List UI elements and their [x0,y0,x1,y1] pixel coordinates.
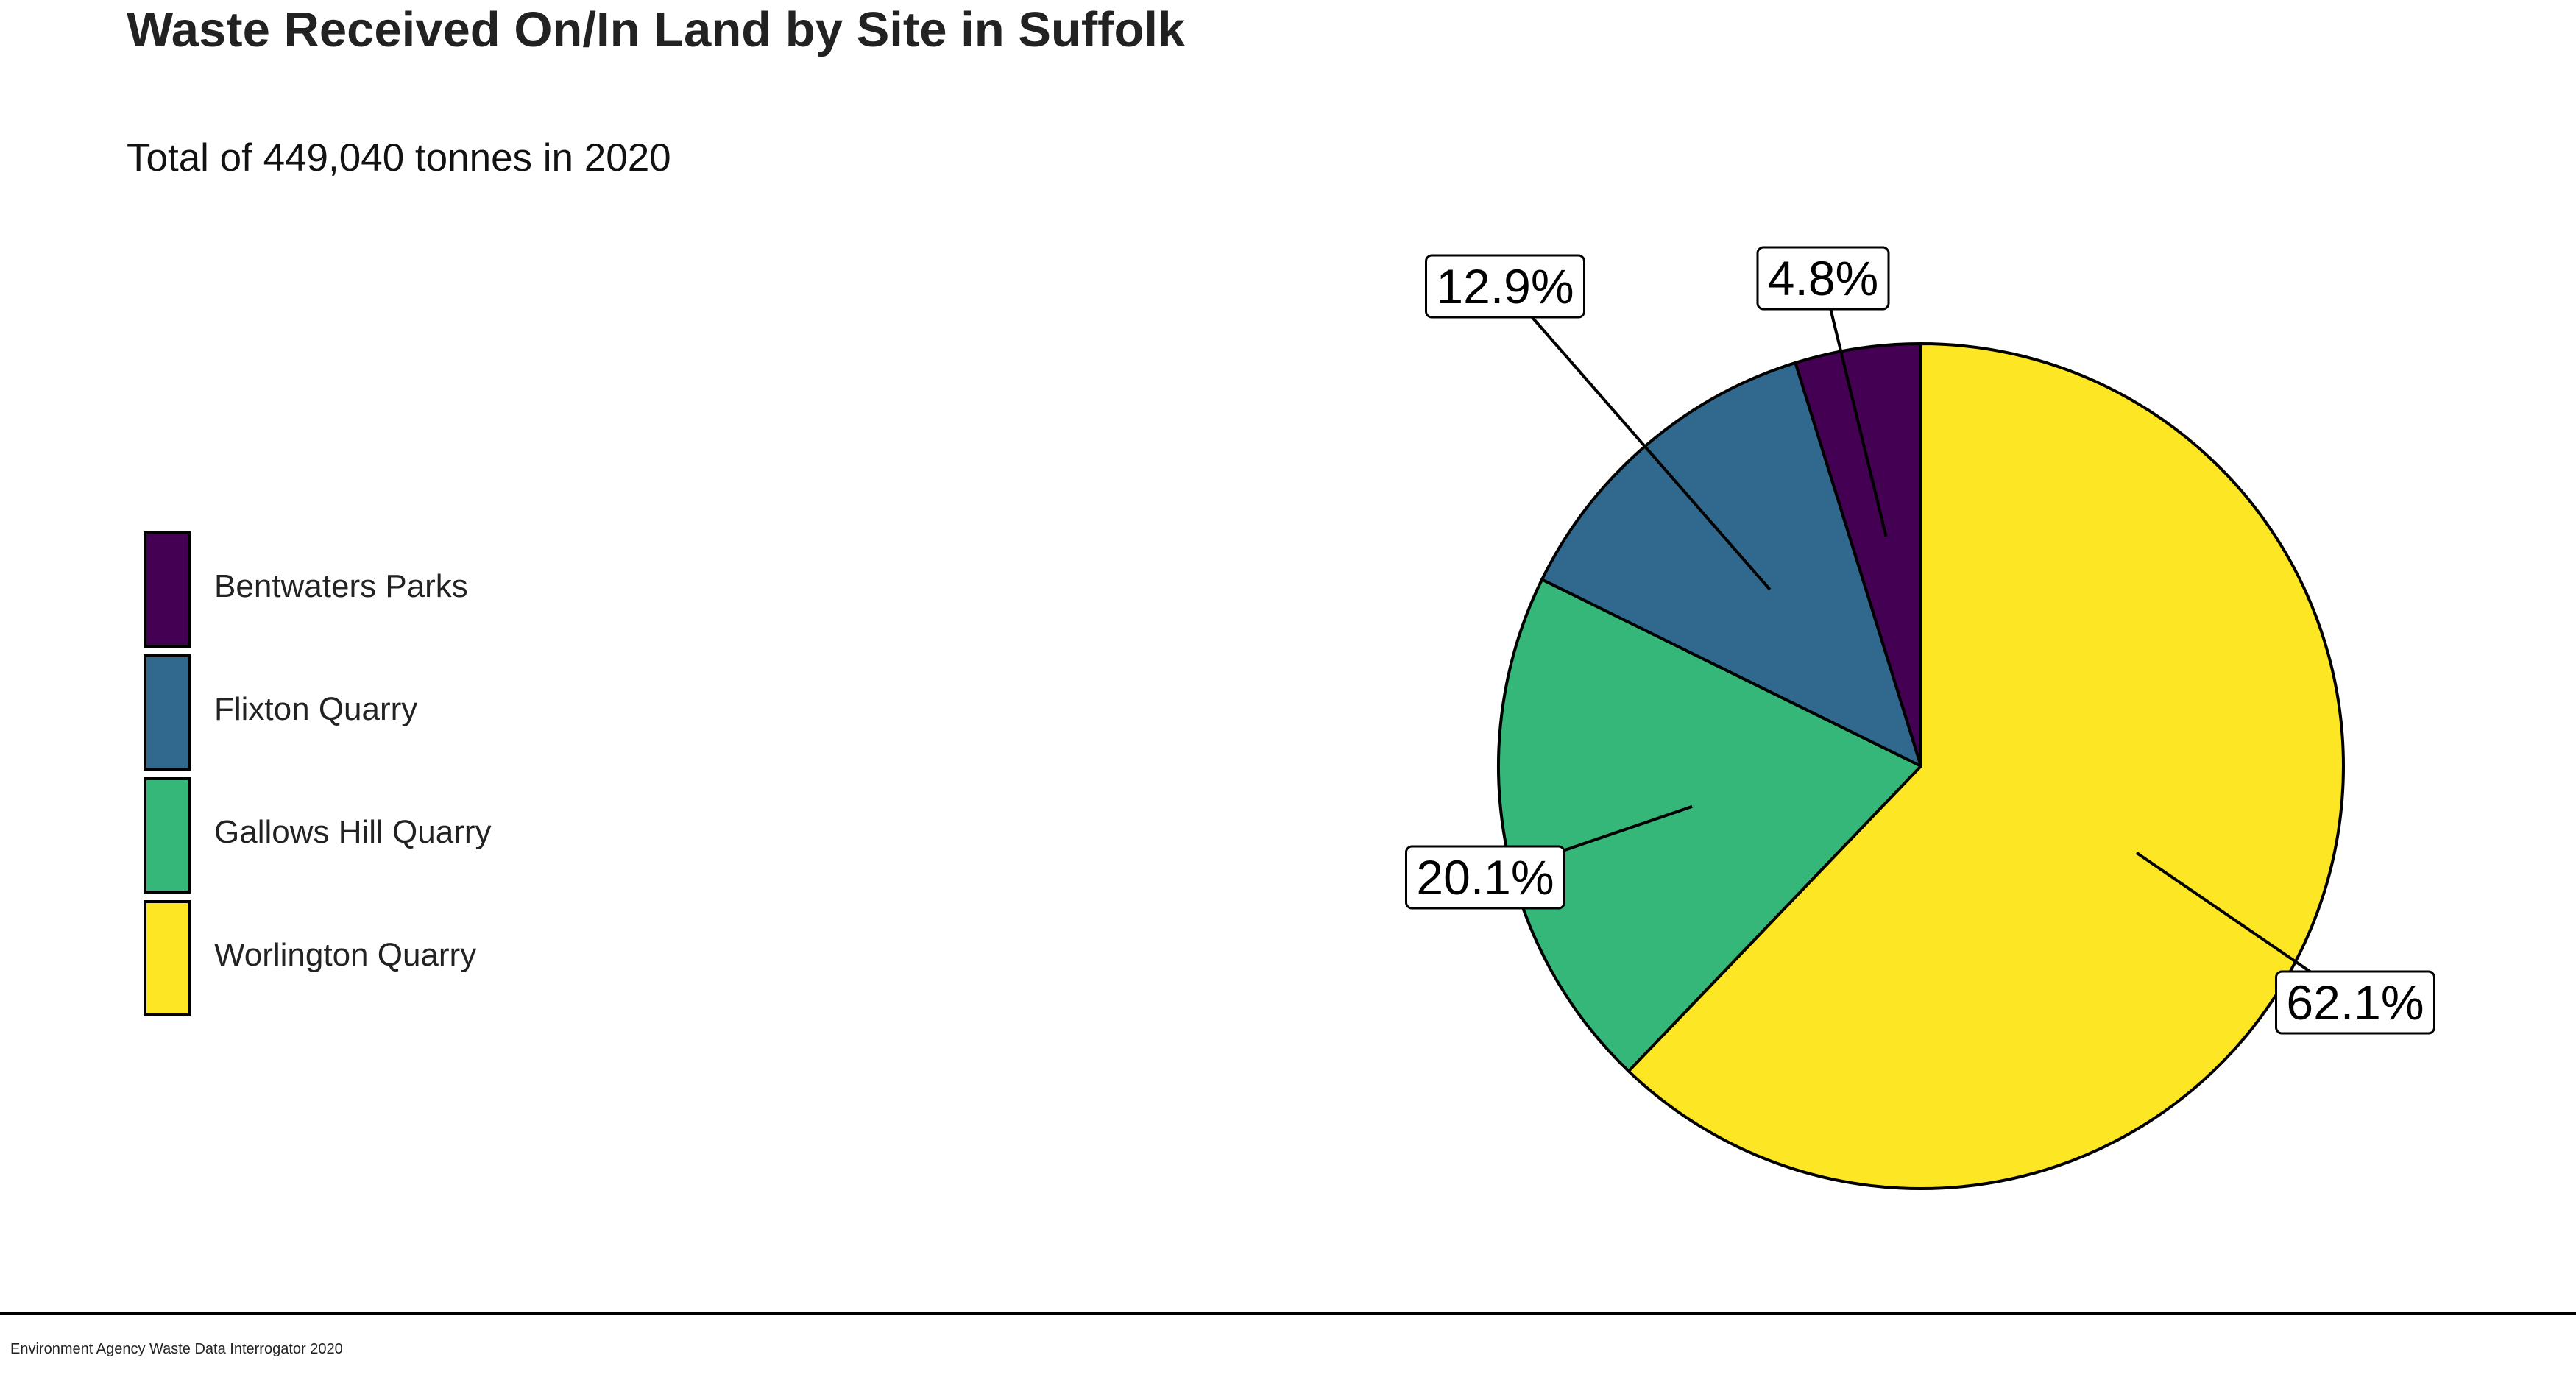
slice-label: 20.1% [1405,845,1565,910]
leader-line [1504,285,1772,591]
slice-label: 62.1% [2275,970,2435,1035]
legend-label: Gallows Hill Quarry [214,814,492,850]
slice-label-box [1756,246,1890,311]
legend-swatch [144,531,191,648]
legend-item-worlington-quarry: Worlington Quarry [144,900,585,1020]
pie-slice-gallows-hill-quarry [1497,577,1924,1074]
source-caption: Environment Agency Waste Data Interrogat… [10,1341,343,1357]
pie-slice-worlington-quarry [1626,342,2345,1190]
legend-item-gallows-hill-quarry: Gallows Hill Quarry [144,777,585,897]
slice-label-box [2275,970,2435,1035]
slice-label-text: 12.9% [1436,259,1574,314]
slice-label-box [1425,254,1585,319]
legend-swatch [144,900,191,1016]
legend-item-bentwaters-parks: Bentwaters Parks [144,531,585,651]
slice-label: 4.8% [1756,246,1890,311]
chart-subtitle: Total of 449,040 tonnes in 2020 [127,136,671,180]
slice-label: 12.9% [1425,254,1585,319]
slice-label-text: 20.1% [1416,850,1554,905]
leader-line [1822,277,1888,537]
legend-item-flixton-quarry: Flixton Quarry [144,654,585,774]
pie-slice-flixton-quarry [1540,361,1924,769]
slice-label-text: 4.8% [1768,251,1878,305]
slice-label-box [1405,845,1565,910]
chart-title: Waste Received On/In Land by Site in Suf… [127,2,1186,57]
legend-swatch [144,654,191,771]
legend-swatch [144,777,191,894]
legend-label: Flixton Quarry [214,691,418,727]
footer-divider [0,1312,2576,1315]
legend-label: Bentwaters Parks [214,568,468,604]
slice-label-text: 62.1% [2286,975,2424,1030]
legend-label: Worlington Quarry [214,937,477,973]
